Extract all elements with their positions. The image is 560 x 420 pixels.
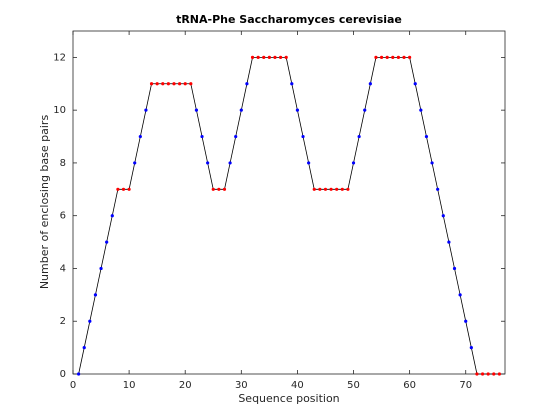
data-point: [329, 187, 333, 191]
data-point: [480, 372, 485, 376]
data-point: [441, 214, 445, 218]
data-point: [110, 214, 114, 218]
x-tick-label: 60: [403, 380, 416, 391]
data-point: [497, 372, 501, 376]
data-point: [323, 187, 328, 191]
data-point: [234, 134, 238, 139]
data-point: [402, 55, 406, 59]
data-point: [149, 82, 154, 86]
data-point: [357, 134, 361, 139]
x-tick-label: 70: [459, 380, 472, 391]
data-point: [391, 55, 395, 59]
data-point: [318, 187, 322, 191]
data-point: [312, 187, 316, 191]
data-point: [464, 319, 468, 323]
data-point: [77, 372, 81, 376]
data-point: [127, 187, 131, 191]
data-point: [351, 161, 356, 165]
data-point: [206, 161, 210, 165]
data-point: [189, 82, 193, 86]
data-point: [368, 82, 372, 86]
x-tick-label: 0: [70, 380, 76, 391]
data-point: [99, 266, 103, 271]
data-point: [492, 372, 496, 376]
data-point: [228, 161, 232, 165]
data-point: [346, 187, 350, 191]
data-point: [447, 240, 451, 244]
data-point: [379, 55, 384, 59]
y-tick-label: 10: [53, 105, 66, 116]
y-tick-label: 4: [60, 263, 66, 274]
y-tick-label: 8: [60, 158, 66, 169]
data-point: [211, 187, 215, 191]
data-point: [138, 134, 142, 139]
data-point: [469, 346, 473, 350]
chart-title: tRNA-Phe Saccharomyces cerevisiae: [176, 13, 402, 26]
y-tick-label: 2: [60, 316, 66, 327]
data-point: [419, 108, 423, 112]
data-point: [273, 55, 277, 59]
data-point: [267, 55, 271, 59]
data-point: [200, 134, 204, 139]
x-tick-label: 30: [235, 380, 248, 391]
data-point: [194, 108, 199, 112]
data-point: [424, 134, 429, 139]
data-point: [177, 82, 182, 86]
data-point: [363, 108, 367, 112]
x-tick-label: 10: [123, 380, 136, 391]
x-tick-label: 40: [291, 380, 304, 391]
data-point: [374, 55, 378, 59]
x-tick-label: 20: [179, 380, 192, 391]
x-axis-label: Sequence position: [238, 392, 339, 405]
data-point: [385, 55, 389, 59]
data-point: [475, 372, 479, 376]
data-point: [166, 82, 170, 86]
data-line: [78, 56, 500, 375]
data-point: [250, 55, 255, 59]
data-point: [133, 161, 137, 165]
data-point: [396, 55, 401, 59]
data-point: [301, 134, 305, 139]
data-point: [116, 187, 120, 191]
data-point: [290, 82, 294, 86]
data-point: [222, 187, 227, 191]
data-point: [458, 293, 462, 297]
data-point: [452, 266, 457, 271]
data-point: [172, 82, 176, 86]
data-point: [161, 82, 165, 86]
data-point: [82, 346, 86, 350]
data-point: [105, 240, 109, 244]
y-axis-label: Number of enclosing base pairs: [38, 115, 51, 290]
data-point: [430, 161, 434, 165]
y-tick-label: 12: [53, 52, 66, 63]
data-point: [408, 55, 412, 59]
data-point: [155, 82, 159, 86]
data-point: [183, 82, 187, 86]
data-point: [486, 372, 490, 376]
data-point: [284, 55, 288, 59]
data-point: [256, 55, 260, 59]
data-point: [295, 108, 300, 112]
data-point: [278, 55, 283, 59]
y-tick-label: 0: [60, 369, 66, 380]
data-point: [88, 319, 92, 323]
data-point: [340, 187, 344, 191]
data-point: [121, 187, 126, 191]
data-point: [307, 161, 311, 165]
data-point: [245, 82, 249, 86]
data-point: [217, 187, 221, 191]
x-tick-label: 50: [347, 380, 360, 391]
data-point: [335, 187, 339, 191]
data-point: [239, 108, 243, 112]
data-point: [93, 293, 98, 297]
data-point: [413, 82, 417, 86]
data-point: [262, 55, 266, 59]
axes-box: [72, 30, 506, 375]
data-point: [436, 187, 440, 191]
data-point: [144, 108, 148, 112]
y-tick-label: 6: [60, 211, 66, 222]
